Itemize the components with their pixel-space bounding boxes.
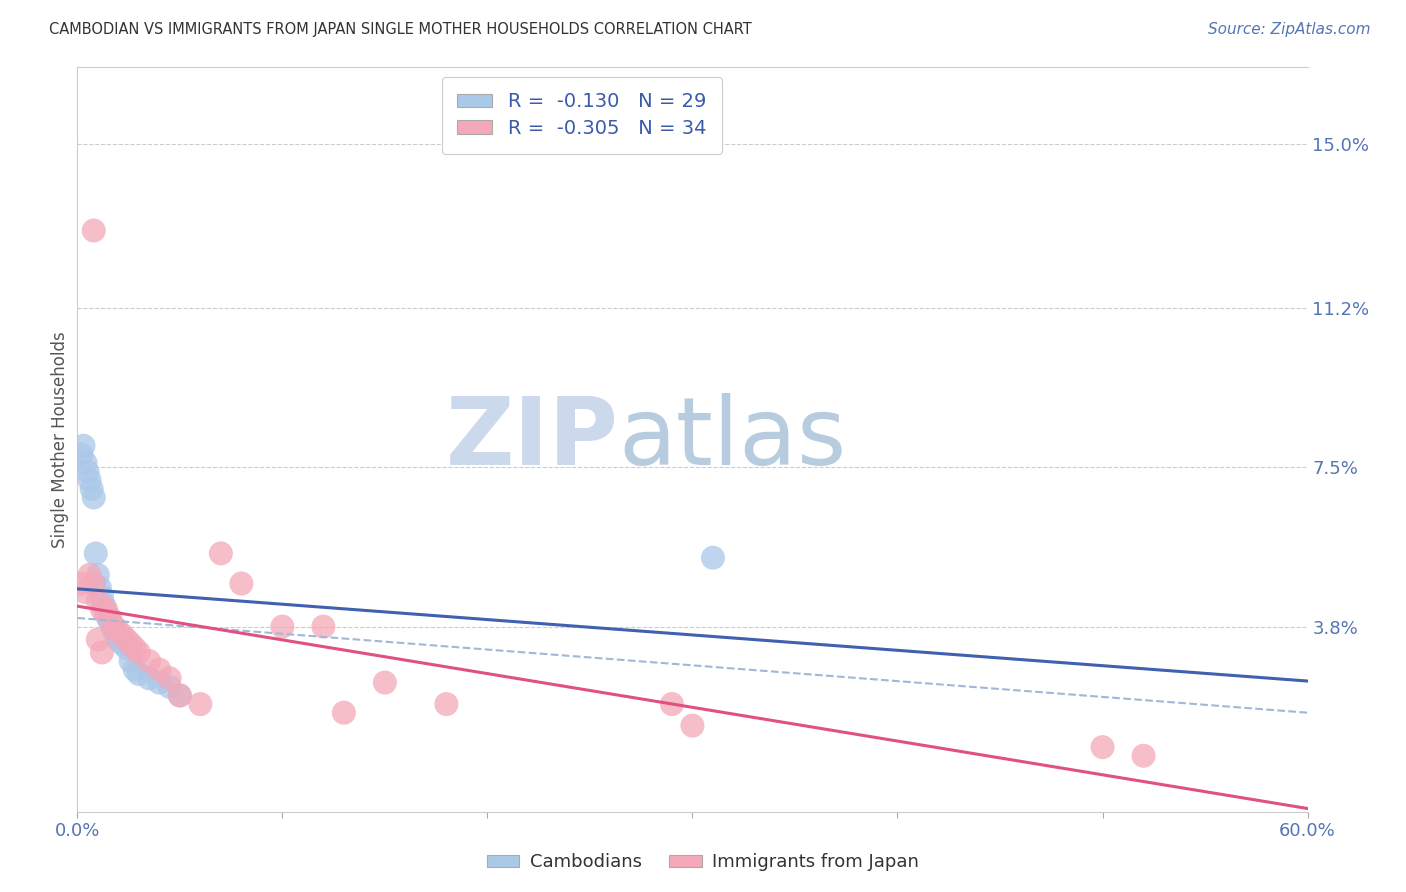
Y-axis label: Single Mother Households: Single Mother Households [51, 331, 69, 548]
Point [87, 568, 110, 582]
Point [70, 447, 93, 461]
Point [80, 482, 103, 496]
Point [159, 680, 181, 694]
Point [188, 697, 212, 711]
Point [75, 456, 97, 470]
Point [83, 223, 105, 237]
Point [101, 619, 124, 633]
Point [89, 581, 111, 595]
Point [72, 439, 94, 453]
Point [115, 632, 138, 647]
Point [312, 619, 335, 633]
Point [115, 641, 138, 656]
Point [682, 718, 704, 732]
Point [87, 593, 110, 607]
Point [124, 663, 146, 677]
Point [128, 667, 150, 681]
Point [75, 585, 97, 599]
Point [94, 602, 117, 616]
Point [120, 637, 142, 651]
Point [120, 654, 142, 668]
Text: Source: ZipAtlas.com: Source: ZipAtlas.com [1208, 22, 1371, 37]
Point [148, 675, 170, 690]
Point [90, 645, 114, 659]
Point [87, 632, 110, 647]
Point [107, 632, 129, 647]
Point [79, 568, 101, 582]
Point [98, 611, 121, 625]
Text: ZIP: ZIP [446, 393, 619, 485]
Point [124, 641, 146, 656]
Point [84, 546, 107, 560]
Point [169, 689, 191, 703]
Point [83, 576, 105, 591]
Point [97, 611, 120, 625]
Point [105, 628, 128, 642]
Point [169, 689, 191, 703]
Point [333, 706, 356, 720]
Point [90, 602, 114, 616]
Legend: Cambodians, Immigrants from Japan: Cambodians, Immigrants from Japan [479, 847, 927, 879]
Point [111, 628, 134, 642]
Point [111, 637, 134, 651]
Point [107, 624, 129, 638]
Point [661, 697, 683, 711]
Point [209, 546, 232, 560]
Point [159, 671, 181, 685]
Text: atlas: atlas [619, 393, 846, 485]
Point [98, 615, 121, 630]
Point [79, 473, 101, 487]
Point [70, 576, 93, 591]
Point [702, 550, 724, 565]
Point [90, 590, 114, 604]
Point [374, 675, 396, 690]
Point [271, 619, 294, 633]
Point [76, 465, 98, 479]
Point [83, 491, 105, 505]
Text: CAMBODIAN VS IMMIGRANTS FROM JAPAN SINGLE MOTHER HOUSEHOLDS CORRELATION CHART: CAMBODIAN VS IMMIGRANTS FROM JAPAN SINGL… [49, 22, 752, 37]
Legend: R =  -0.130   N = 29, R =  -0.305   N = 34: R = -0.130 N = 29, R = -0.305 N = 34 [441, 77, 721, 153]
Point [128, 645, 150, 659]
Point [138, 654, 160, 668]
Point [93, 598, 115, 612]
Point [138, 671, 160, 685]
Point [1132, 748, 1154, 763]
Point [436, 697, 458, 711]
Point [148, 663, 170, 677]
Point [103, 619, 125, 633]
Point [94, 607, 117, 621]
Point [231, 576, 253, 591]
Point [103, 624, 125, 638]
Point [1091, 740, 1114, 755]
